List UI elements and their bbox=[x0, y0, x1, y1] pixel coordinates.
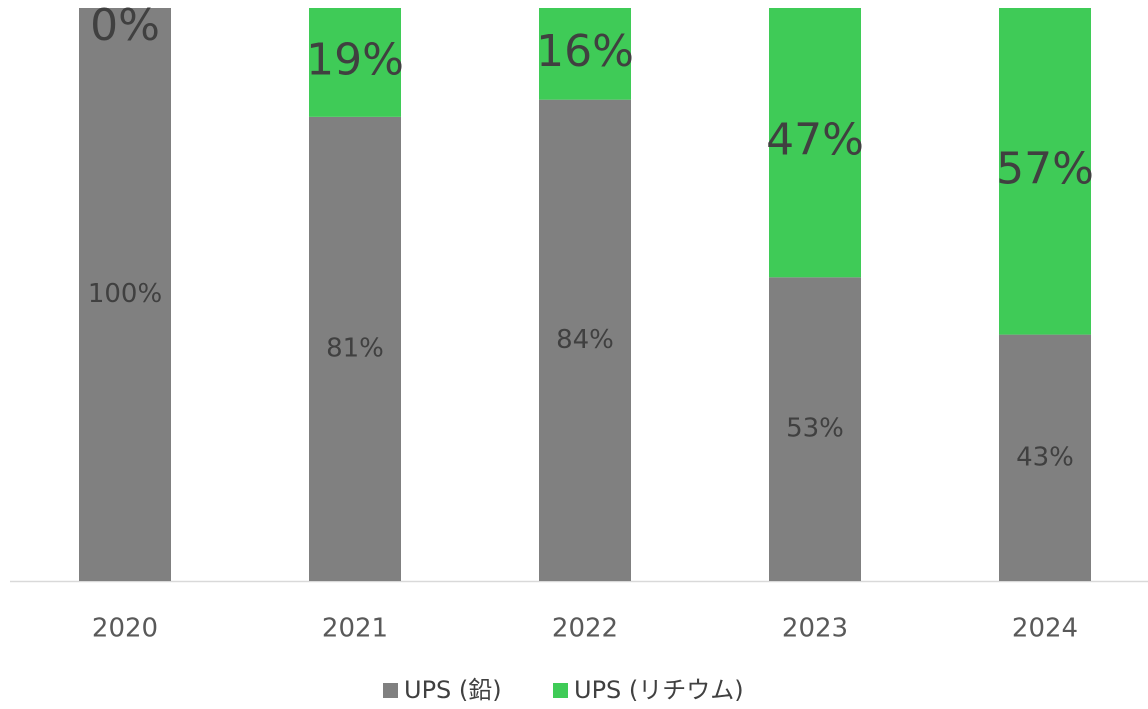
x-tick-label: 2023 bbox=[782, 614, 848, 644]
data-label: 100% bbox=[88, 279, 162, 309]
bar-segment bbox=[769, 277, 861, 581]
data-label: 47% bbox=[766, 115, 864, 166]
bar-segment bbox=[539, 8, 631, 100]
data-label: 57% bbox=[996, 143, 1094, 194]
x-tick-label: 2020 bbox=[92, 614, 158, 644]
bar-segment bbox=[999, 8, 1091, 335]
data-label: 0% bbox=[90, 0, 160, 51]
bar-segment bbox=[999, 334, 1091, 581]
data-label: 53% bbox=[786, 414, 844, 444]
bar-segment bbox=[309, 8, 401, 117]
data-label: 84% bbox=[556, 325, 614, 355]
bar-segment bbox=[769, 8, 861, 278]
x-tick-label: 2021 bbox=[322, 614, 388, 644]
bar-segment bbox=[309, 116, 401, 582]
x-tick-label: 2022 bbox=[552, 614, 618, 644]
bar-segment bbox=[79, 8, 171, 581]
data-label: 81% bbox=[326, 333, 384, 363]
legend-label: UPS (リチウム) bbox=[574, 676, 744, 704]
legend-swatch bbox=[383, 683, 398, 698]
data-label: 16% bbox=[536, 26, 634, 77]
data-label: 19% bbox=[306, 34, 404, 85]
data-label: 43% bbox=[1016, 442, 1074, 472]
legend-label: UPS (鉛) bbox=[404, 676, 502, 704]
bar-segment bbox=[539, 99, 631, 582]
x-tick-label: 2024 bbox=[1012, 614, 1078, 644]
legend-swatch bbox=[553, 683, 568, 698]
